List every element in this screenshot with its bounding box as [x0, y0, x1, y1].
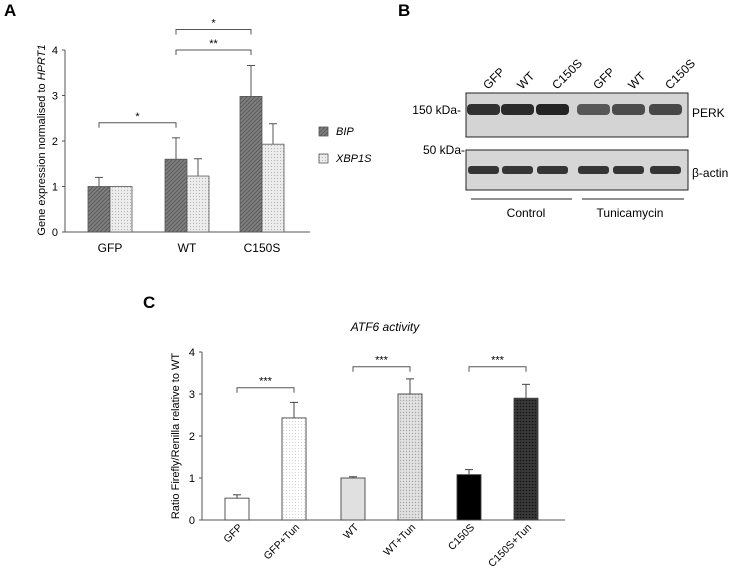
legend-label-xbp1s: XBP1S: [335, 153, 372, 165]
band-label-perk: PERK: [692, 106, 725, 120]
actin-band: [650, 166, 681, 174]
bar: [224, 497, 250, 521]
bar-bip: [239, 96, 263, 233]
x-tick-label: GFP: [98, 241, 123, 255]
panel-c-ylabel: Ratio Firefly/Renilla relative to WT: [170, 353, 182, 520]
bar-xbp1s: [261, 143, 285, 233]
lane-label: GFP: [480, 65, 507, 92]
x-tick-label: C150S: [244, 241, 281, 255]
significance-bracket: [236, 387, 295, 393]
lane-label: GFP: [590, 65, 617, 92]
significance-label: ***: [259, 376, 273, 388]
bar: [456, 474, 482, 521]
panel-a-ylabel: Gene expression normalised to HPRT1: [36, 44, 48, 235]
y-tick-label: 0: [52, 227, 58, 239]
panel-c-chart: ATF6 activity Ratio Firefly/Renilla rela…: [170, 320, 565, 570]
y-tick-label: 4: [189, 347, 195, 359]
perk-band: [612, 104, 645, 115]
perk-band: [577, 104, 610, 115]
significance-label: *: [135, 111, 140, 123]
lane-label: WT: [625, 69, 649, 93]
actin-band: [613, 166, 644, 174]
lane-label: C150S: [549, 56, 585, 92]
panel-a-chart: Gene expression normalised to HPRT1 0 1 2 3…: [36, 18, 372, 255]
x-tick-label: C150S: [446, 522, 477, 553]
bar: [513, 397, 539, 521]
bar: [281, 417, 307, 521]
actin-band: [468, 166, 499, 174]
band-label-actin: β-actin: [692, 166, 728, 180]
y-tick-label: 1: [189, 473, 195, 485]
x-tick-label: GFP+Tun: [262, 522, 303, 563]
bar-bip: [164, 158, 188, 233]
bar: [340, 477, 366, 521]
significance-label: **: [209, 38, 218, 50]
lane-label: WT: [514, 69, 538, 93]
actin-band: [502, 166, 533, 174]
significance-label: ***: [491, 355, 505, 367]
perk-band: [649, 104, 682, 115]
actin-band: [578, 166, 609, 174]
significance-bracket: [352, 366, 411, 372]
x-tick-label: WT: [341, 521, 361, 541]
legend-label-bip: BIP: [336, 126, 354, 138]
y-tick-label: 1: [52, 182, 58, 194]
significance-bracket: [175, 29, 252, 35]
marker-150kda: 150 kDa-: [412, 103, 461, 117]
y-tick-label: 2: [52, 136, 58, 148]
lane-label: C150S: [662, 56, 698, 92]
perk-blot-membrane: [465, 92, 689, 138]
y-tick-label: 2: [189, 431, 195, 443]
bar-xbp1s: [109, 186, 133, 233]
significance-bracket: [468, 366, 527, 372]
significance-label: *: [211, 18, 216, 30]
x-tick-label: GFP: [221, 522, 245, 546]
y-tick-label: 0: [189, 515, 195, 527]
panel-letter-b: B: [398, 1, 410, 20]
x-tick-label: C150S+Tun: [486, 522, 534, 570]
group-label-control: Control: [507, 206, 546, 220]
group-label-tunicamycin: Tunicamycin: [597, 206, 664, 220]
actin-band: [537, 166, 568, 174]
legend-swatch-xbp1s: [318, 153, 329, 164]
bar: [397, 393, 423, 521]
x-tick-label: WT: [178, 241, 197, 255]
perk-band: [467, 104, 500, 115]
perk-band: [501, 104, 534, 115]
y-tick-label: 4: [52, 45, 58, 57]
y-tick-label: 3: [189, 389, 195, 401]
significance-label: ***: [375, 355, 389, 367]
perk-band: [536, 104, 569, 115]
marker-50kda: 50 kDa-: [423, 143, 465, 157]
panel-letter-a: A: [4, 1, 16, 20]
panel-letter-c: C: [143, 293, 155, 312]
panel-c-title: ATF6 activity: [350, 320, 420, 334]
bar-bip: [87, 186, 111, 233]
significance-bracket: [98, 122, 177, 128]
legend-swatch-bip: [318, 126, 329, 137]
bar-xbp1s: [186, 175, 210, 233]
y-tick-label: 3: [52, 91, 58, 103]
significance-bracket: [175, 49, 252, 55]
x-tick-label: WT+Tun: [381, 522, 418, 559]
